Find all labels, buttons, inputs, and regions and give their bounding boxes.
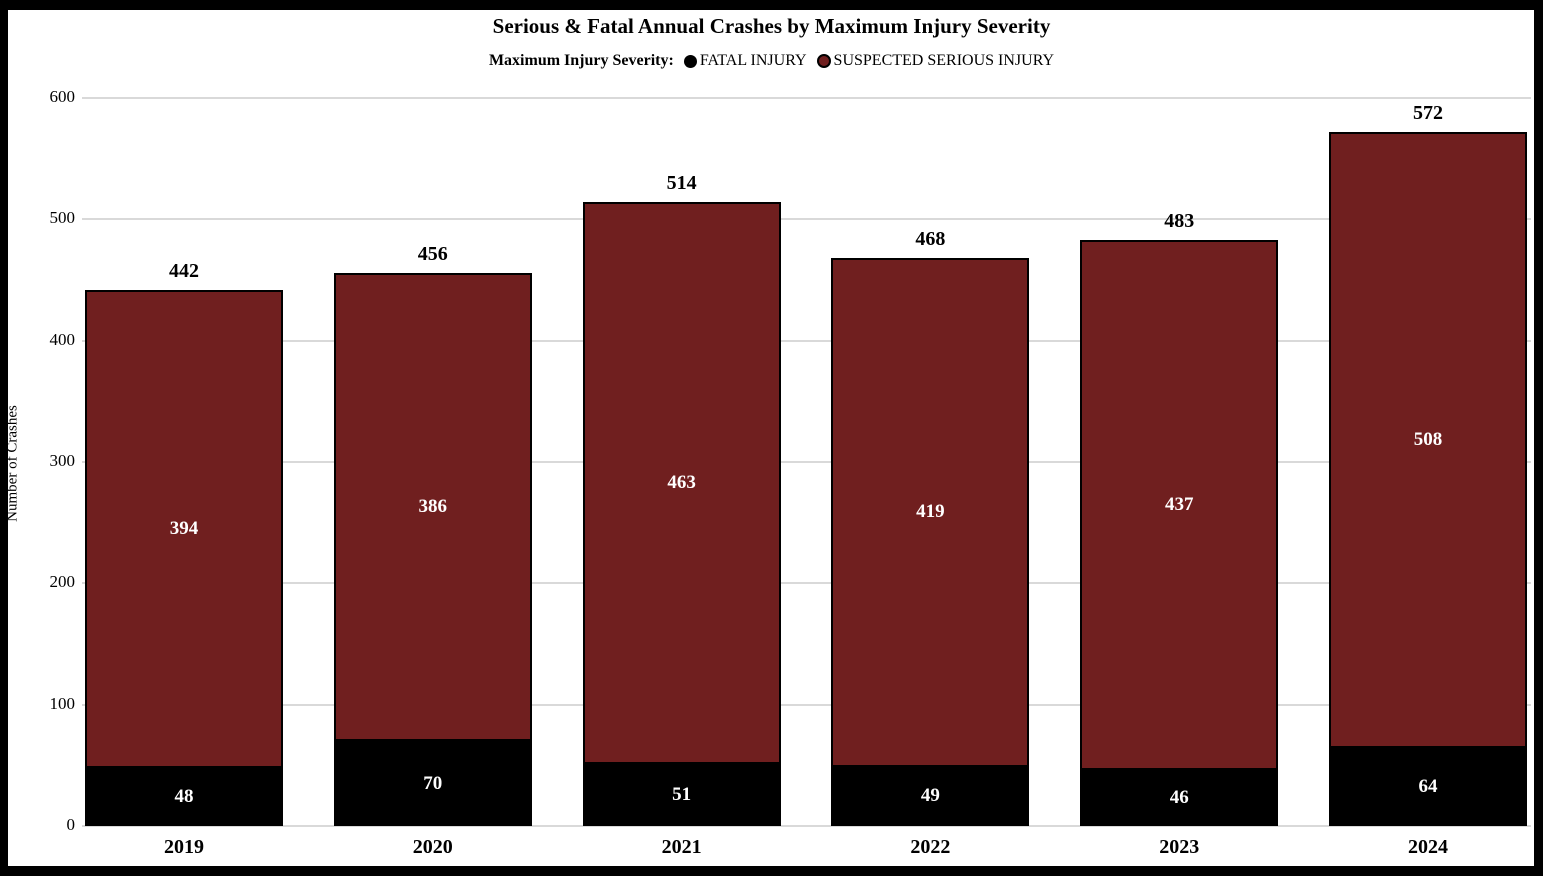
x-tick-label-2022: 2022: [910, 836, 951, 858]
legend: Maximum Injury Severity: FATAL INJURY SUS…: [0, 52, 1543, 70]
gridline-500: [82, 218, 1531, 221]
bar-total-label-2021: 514: [666, 172, 697, 195]
x-tick-label-2020: 2020: [412, 836, 453, 858]
bar-value-fatal-2019: 48: [174, 785, 194, 807]
legend-title: Maximum Injury Severity:: [488, 52, 674, 69]
bar-segment-fatal-2022: 49: [831, 766, 1030, 826]
chart-title: Serious & Fatal Annual Crashes by Maximu…: [492, 14, 1051, 38]
bar-segment-fatal-2019: 48: [85, 767, 283, 826]
bar-value-serious-2021: 463: [667, 472, 696, 494]
bar-segment-serious-2023: 437: [1080, 239, 1279, 771]
legend-item-label: SUSPECTED SERIOUS INJURY: [833, 52, 1055, 69]
x-tick-label-2021: 2021: [661, 836, 702, 858]
y-tick-label-400: 400: [49, 329, 76, 349]
gridline-0: [82, 825, 1531, 827]
bar-segment-fatal-2023: 46: [1080, 770, 1279, 826]
x-tick-label-2024: 2024: [1408, 836, 1448, 858]
y-tick-label-200: 200: [49, 572, 76, 592]
bar-segment-fatal-2020: 70: [333, 741, 532, 826]
bar-total-label-2020: 456: [417, 242, 448, 265]
y-tick-label-0: 0: [66, 815, 76, 834]
y-tick-label-500: 500: [49, 208, 76, 228]
bar-total-label-2024: 572: [1413, 101, 1443, 124]
bar-value-fatal-2023: 46: [1169, 787, 1189, 809]
x-tick-label-2019: 2019: [164, 836, 204, 858]
bar-segment-fatal-2024: 64: [1329, 748, 1527, 826]
bar-value-fatal-2020: 70: [423, 772, 443, 794]
x-tick-label-2023: 2023: [1159, 836, 1200, 858]
bar-total-label-2019: 442: [169, 259, 199, 282]
legend-swatch-icon: [816, 54, 831, 68]
bar-total-label-2022: 468: [915, 228, 946, 251]
legend-item-1: SUSPECTED SERIOUS INJURY: [816, 52, 1055, 70]
gridline-400: [82, 339, 1531, 342]
bar-value-fatal-2022: 49: [920, 785, 940, 807]
bar-segment-serious-2019: 394: [85, 289, 283, 768]
bar-value-serious-2023: 437: [1164, 494, 1194, 516]
legend-swatch-icon: [683, 54, 697, 68]
bar-value-serious-2019: 394: [169, 517, 199, 539]
bar-segment-serious-2021: 463: [582, 202, 781, 765]
bar-value-serious-2020: 386: [418, 495, 448, 517]
bar-value-fatal-2024: 64: [1418, 776, 1438, 798]
legend-item-0: FATAL INJURY: [683, 52, 807, 70]
gridline-300: [82, 461, 1531, 463]
bar-segment-serious-2024: 508: [1329, 131, 1527, 749]
bar-segment-serious-2022: 419: [831, 258, 1030, 767]
gridline-100: [82, 703, 1531, 706]
gridline-600: [82, 97, 1531, 99]
y-tick-label-600: 600: [49, 87, 76, 106]
y-tick-label-100: 100: [49, 693, 76, 713]
gridline-200: [82, 582, 1531, 585]
bar-segment-fatal-2021: 51: [582, 764, 781, 826]
bar-total-label-2023: 483: [1164, 209, 1195, 232]
bar-value-serious-2022: 419: [916, 501, 945, 523]
bar-value-fatal-2021: 51: [672, 784, 692, 806]
legend-item-label: FATAL INJURY: [699, 52, 807, 69]
y-tick-label-300: 300: [49, 451, 76, 470]
bar-value-serious-2024: 508: [1413, 429, 1443, 451]
bar-segment-serious-2020: 386: [333, 272, 532, 742]
